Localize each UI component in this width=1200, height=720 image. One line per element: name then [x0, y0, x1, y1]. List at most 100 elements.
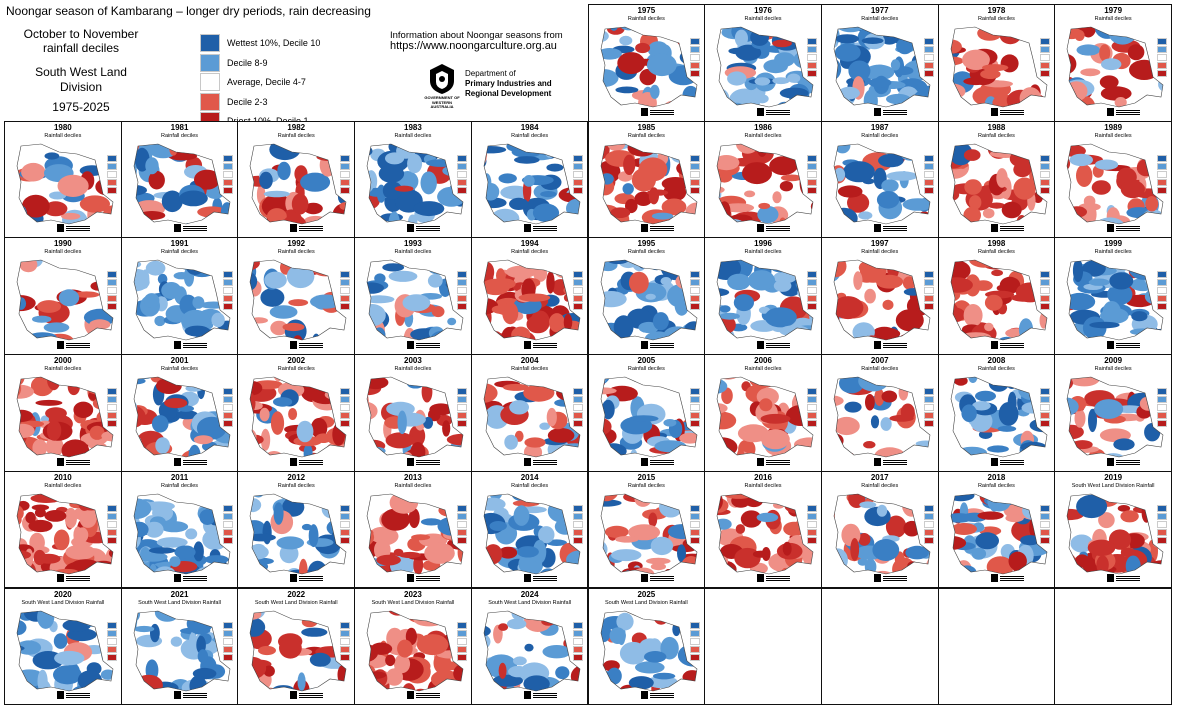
department-logo-text: [766, 226, 791, 233]
map-mini-legend: [923, 271, 934, 311]
mini-legend-swatch: [690, 279, 701, 287]
map-mini-legend: [573, 154, 584, 195]
department-logo-text: [649, 109, 674, 116]
empty-cell: [820, 587, 939, 706]
mini-legend-swatch: [923, 170, 934, 178]
wa-crest-icon: [57, 691, 64, 700]
mini-legend-swatch: [690, 536, 701, 544]
wa-crest-icon: [173, 341, 181, 350]
map-year-label: 1986: [754, 122, 772, 132]
map-caption: Rainfall deciles: [44, 132, 82, 139]
mini-legend-swatch: [1156, 46, 1167, 53]
mini-legend-swatch: [340, 653, 351, 661]
info-link[interactable]: https://www.noongarculture.org.au: [390, 40, 557, 52]
mini-legend-swatch: [340, 396, 351, 404]
mini-legend-swatch: [1156, 38, 1167, 45]
mini-legend-swatch: [690, 645, 701, 653]
wa-crest-icon: [407, 341, 415, 350]
mini-legend-swatch: [1156, 388, 1167, 396]
map-cell: 1989 Rainfall deciles: [1054, 120, 1172, 239]
mini-legend-swatch: [106, 271, 117, 279]
mini-legend-swatch: [806, 162, 817, 170]
mini-legend-swatch: [1040, 154, 1051, 162]
mini-legend-swatch: [806, 46, 817, 53]
mini-legend-swatch: [1156, 70, 1167, 77]
mini-legend-swatch: [456, 303, 467, 311]
mini-legend-swatch: [1040, 412, 1051, 420]
mini-legend-swatch: [690, 70, 701, 77]
mini-legend-swatch: [923, 279, 934, 287]
map-mini-legend: [690, 271, 701, 311]
mini-legend-swatch: [223, 504, 234, 512]
map-cell: 2016 Rainfall deciles: [704, 470, 822, 589]
map-mini-legend: [340, 388, 351, 428]
mini-legend-swatch: [1156, 412, 1167, 420]
map-year-label: 1982: [287, 122, 306, 132]
department-logo-text: [999, 109, 1024, 116]
department-logo-text: [416, 576, 441, 583]
mini-legend-swatch: [340, 504, 351, 512]
map-year-label: 2007: [870, 356, 889, 366]
mini-legend-swatch: [573, 303, 584, 311]
mini-legend-swatch: [106, 536, 117, 544]
mini-legend-swatch: [1156, 287, 1167, 295]
mini-legend-swatch: [1156, 279, 1167, 287]
mini-legend-swatch: [1156, 420, 1167, 428]
map-year-label: 1983: [404, 122, 422, 132]
map-mini-legend: [456, 271, 467, 311]
region-label: South West Land Division: [6, 65, 156, 95]
map-caption: South West Land Division Rainfall: [604, 599, 688, 606]
map-cell: 2012 Rainfall deciles: [237, 470, 356, 589]
mini-legend-swatch: [223, 178, 234, 186]
map-mini-legend: [573, 388, 584, 428]
mini-legend-swatch: [223, 528, 234, 536]
map-caption: Rainfall deciles: [627, 482, 665, 489]
map-cell: 2023 South West Land Division Rainfall: [354, 587, 472, 706]
mini-legend-swatch: [690, 388, 701, 396]
department-logo-text: [182, 693, 207, 700]
wa-crest-icon: [990, 107, 998, 116]
rainfall-decile-map: [250, 610, 347, 691]
department-logo-text: [766, 459, 791, 466]
wa-crest-icon: [523, 224, 531, 233]
map-year-label: 2003: [404, 356, 422, 366]
wa-crest-icon: [1107, 224, 1115, 233]
mini-legend-swatch: [223, 396, 234, 404]
rainfall-decile-map: [716, 143, 814, 224]
map-cell: 1985 Rainfall deciles: [587, 120, 706, 239]
map-caption: Rainfall deciles: [744, 132, 782, 139]
map-year-label: 2000: [53, 356, 72, 366]
rainfall-decile-map: [133, 376, 231, 458]
mini-legend-swatch: [573, 412, 584, 420]
map-cell: 2013 Rainfall deciles: [354, 470, 472, 589]
map-year-label: 1991: [170, 239, 189, 249]
map-cell: 2018 Rainfall deciles: [937, 470, 1056, 589]
map-caption: South West Land Division Rainfall: [254, 599, 338, 606]
mini-legend-swatch: [690, 295, 701, 303]
rainfall-decile-map: [716, 376, 814, 458]
legend-swatch: [200, 73, 220, 91]
mini-legend-swatch: [106, 404, 117, 412]
rainfall-decile-map: [250, 376, 347, 458]
info-text: Information about Noongar seasons from: [390, 30, 563, 41]
mini-legend-swatch: [573, 621, 584, 629]
wa-crest-icon: [173, 224, 181, 233]
mini-legend-swatch: [106, 162, 117, 170]
mini-legend-swatch: [223, 186, 234, 194]
mini-legend-swatch: [690, 271, 701, 279]
rainfall-decile-map: [16, 376, 114, 458]
mini-legend-swatch: [1156, 54, 1167, 61]
department-logo-text: [182, 226, 207, 233]
mini-legend-swatch: [340, 154, 351, 162]
rainfall-decile-map: [366, 260, 464, 341]
map-mini-legend: [106, 388, 117, 428]
rainfall-decile-map: [950, 143, 1047, 224]
rainfall-decile-map: [950, 260, 1047, 341]
mini-legend-swatch: [573, 520, 584, 528]
rainfall-decile-map: [366, 143, 464, 224]
map-mini-legend: [690, 154, 701, 195]
mini-legend-swatch: [456, 388, 467, 396]
map-caption: Rainfall deciles: [161, 366, 199, 373]
mini-legend-swatch: [106, 287, 117, 295]
map-mini-legend: [1156, 38, 1167, 78]
